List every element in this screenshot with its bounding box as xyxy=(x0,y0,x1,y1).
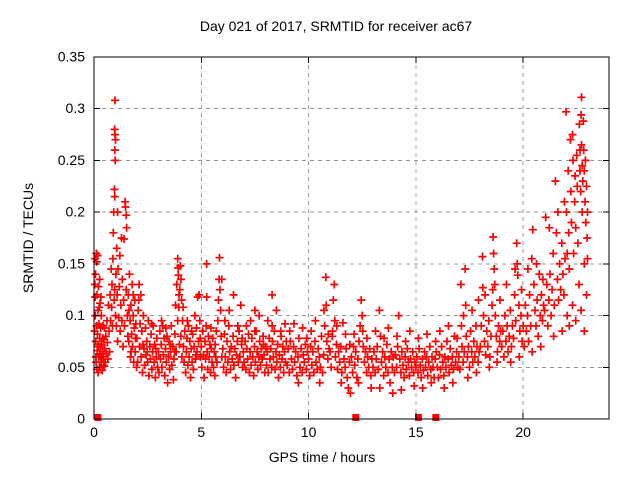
scatter-plus-markers xyxy=(90,93,592,398)
y-tick-label: 0.35 xyxy=(58,49,85,65)
y-axis-label: SRMTID / TECUs xyxy=(20,183,36,293)
x-tick-label: 0 xyxy=(90,424,98,440)
y-tick-label: 0.2 xyxy=(66,204,86,220)
x-axis-label: GPS time / hours xyxy=(269,449,376,465)
zero-value-markers xyxy=(94,414,440,421)
chart-title: Day 021 of 2017, SRMTID for receiver ac6… xyxy=(200,18,473,34)
zero-square-marker xyxy=(352,414,360,421)
x-tick-label: 10 xyxy=(301,424,317,440)
y-tick-label: 0.1 xyxy=(66,307,86,323)
y-tick-label: 0.25 xyxy=(58,152,85,168)
y-tick-label: 0 xyxy=(77,411,85,427)
y-tick-label: 0.05 xyxy=(58,359,85,375)
x-tick-label: 15 xyxy=(408,424,424,440)
zero-square-marker xyxy=(414,414,422,421)
axis-ticks xyxy=(93,56,609,420)
gridlines xyxy=(94,57,609,419)
y-tick-label: 0.3 xyxy=(66,100,86,116)
plot-border xyxy=(93,56,610,420)
data-points xyxy=(90,93,592,398)
tick-labels: 0 5 10 15 20 0 0.05 0.1 0.15 0.2 0.25 0.3 0.35 xyxy=(58,49,531,441)
x-tick-label: 20 xyxy=(515,424,531,440)
x-tick-label: 5 xyxy=(197,424,205,440)
zero-square-marker xyxy=(94,414,102,421)
zero-square-marker xyxy=(432,414,440,421)
y-tick-label: 0.15 xyxy=(58,255,85,271)
